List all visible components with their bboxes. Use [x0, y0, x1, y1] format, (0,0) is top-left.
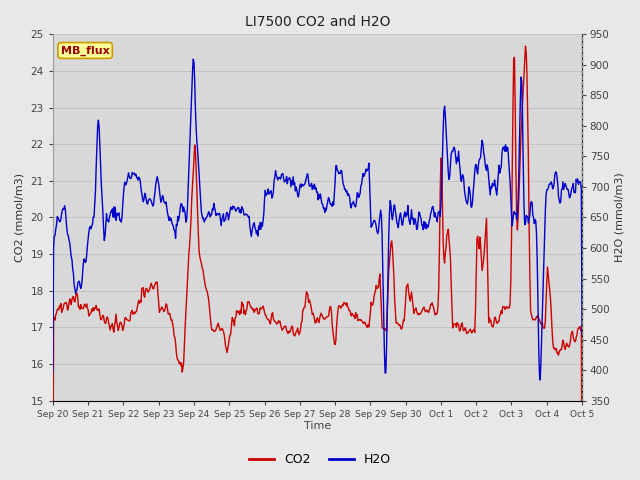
Text: MB_flux: MB_flux [61, 45, 109, 56]
Y-axis label: H2O (mmol/m3): H2O (mmol/m3) [615, 173, 625, 263]
Y-axis label: CO2 (mmol/m3): CO2 (mmol/m3) [15, 173, 25, 262]
X-axis label: Time: Time [304, 421, 331, 432]
Title: LI7500 CO2 and H2O: LI7500 CO2 and H2O [244, 15, 390, 29]
Legend: CO2, H2O: CO2, H2O [244, 448, 396, 471]
